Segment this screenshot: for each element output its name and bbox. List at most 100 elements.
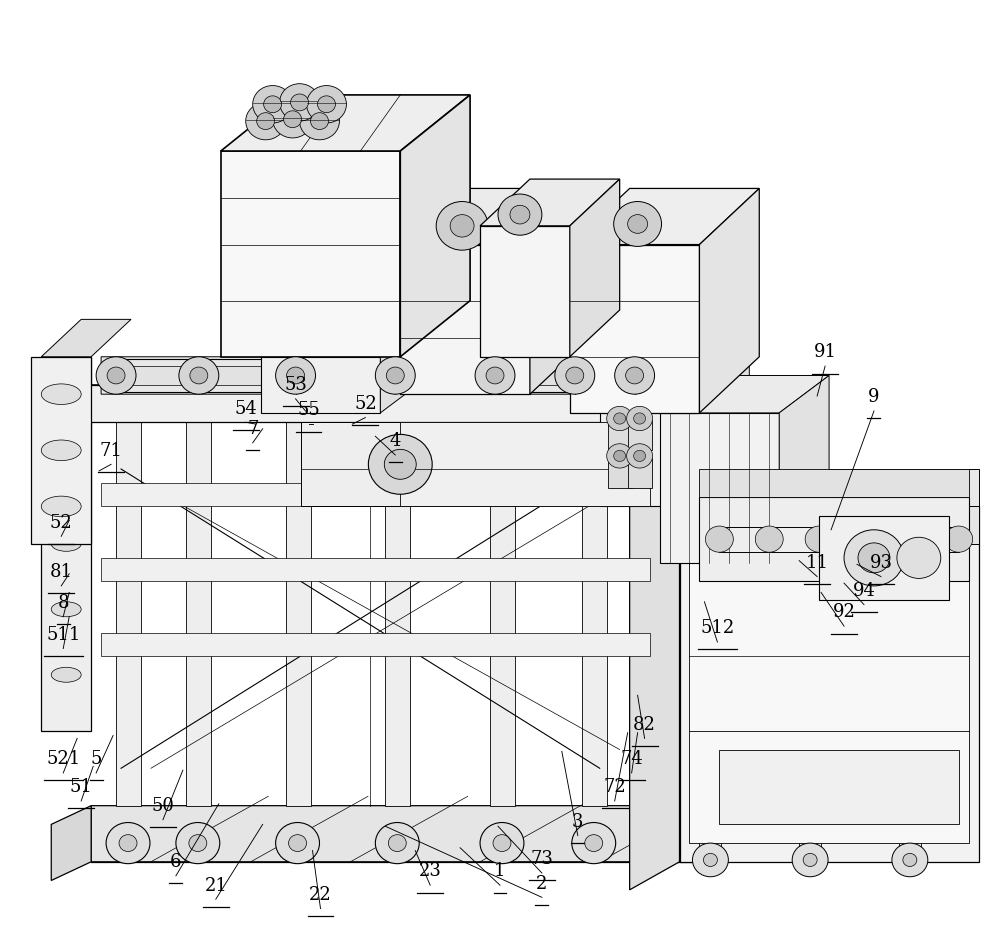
Circle shape bbox=[897, 537, 941, 579]
Polygon shape bbox=[600, 347, 749, 394]
Text: 5: 5 bbox=[90, 750, 102, 768]
Circle shape bbox=[388, 835, 406, 852]
Circle shape bbox=[628, 215, 648, 234]
Circle shape bbox=[805, 526, 833, 552]
Circle shape bbox=[572, 823, 616, 864]
Circle shape bbox=[614, 202, 662, 247]
Text: 3: 3 bbox=[572, 813, 584, 831]
Text: 73: 73 bbox=[530, 851, 553, 869]
Text: 82: 82 bbox=[633, 716, 656, 734]
Text: 92: 92 bbox=[833, 603, 855, 622]
Circle shape bbox=[614, 450, 626, 461]
Text: 50: 50 bbox=[152, 797, 174, 815]
Polygon shape bbox=[261, 356, 380, 413]
Circle shape bbox=[253, 85, 293, 123]
Polygon shape bbox=[699, 469, 969, 497]
Polygon shape bbox=[699, 347, 749, 507]
Circle shape bbox=[634, 413, 646, 424]
Text: 53: 53 bbox=[284, 376, 307, 394]
Circle shape bbox=[855, 526, 883, 552]
Polygon shape bbox=[570, 245, 699, 413]
Circle shape bbox=[634, 450, 646, 461]
Polygon shape bbox=[480, 226, 570, 356]
Polygon shape bbox=[699, 497, 969, 582]
Circle shape bbox=[858, 543, 890, 573]
Circle shape bbox=[566, 367, 584, 384]
Text: 74: 74 bbox=[620, 750, 643, 768]
Polygon shape bbox=[719, 749, 959, 825]
Polygon shape bbox=[680, 507, 979, 862]
Polygon shape bbox=[608, 458, 632, 488]
Text: 521: 521 bbox=[46, 750, 80, 768]
Text: 512: 512 bbox=[700, 619, 735, 637]
Polygon shape bbox=[41, 319, 131, 356]
Polygon shape bbox=[186, 422, 211, 806]
Text: 22: 22 bbox=[309, 885, 332, 904]
Circle shape bbox=[486, 367, 504, 384]
Polygon shape bbox=[81, 385, 680, 422]
Polygon shape bbox=[699, 544, 721, 862]
Circle shape bbox=[555, 356, 595, 394]
Circle shape bbox=[189, 835, 207, 852]
Circle shape bbox=[257, 113, 275, 129]
Polygon shape bbox=[582, 422, 607, 806]
Polygon shape bbox=[41, 356, 91, 731]
Polygon shape bbox=[101, 356, 719, 394]
Circle shape bbox=[307, 85, 346, 123]
Polygon shape bbox=[301, 422, 520, 507]
Polygon shape bbox=[680, 469, 979, 507]
Circle shape bbox=[284, 111, 302, 128]
Text: 94: 94 bbox=[853, 582, 875, 600]
Polygon shape bbox=[41, 385, 81, 441]
Text: 91: 91 bbox=[814, 343, 837, 361]
Circle shape bbox=[510, 205, 530, 224]
Polygon shape bbox=[400, 189, 590, 245]
Polygon shape bbox=[51, 806, 91, 881]
Text: 21: 21 bbox=[204, 876, 227, 895]
Polygon shape bbox=[385, 422, 410, 806]
Polygon shape bbox=[101, 366, 680, 385]
Circle shape bbox=[368, 434, 432, 494]
Circle shape bbox=[264, 96, 282, 113]
Polygon shape bbox=[899, 544, 921, 862]
Polygon shape bbox=[101, 632, 650, 656]
Polygon shape bbox=[628, 458, 652, 488]
Polygon shape bbox=[630, 469, 680, 890]
Text: 7: 7 bbox=[247, 420, 258, 438]
Polygon shape bbox=[81, 338, 719, 422]
Circle shape bbox=[375, 823, 419, 864]
Circle shape bbox=[119, 835, 137, 852]
Text: 23: 23 bbox=[419, 863, 442, 881]
Circle shape bbox=[289, 835, 307, 852]
Circle shape bbox=[792, 843, 828, 877]
Circle shape bbox=[627, 444, 653, 468]
Ellipse shape bbox=[51, 461, 81, 477]
Polygon shape bbox=[400, 95, 470, 356]
Circle shape bbox=[692, 843, 728, 877]
Polygon shape bbox=[480, 179, 620, 226]
Polygon shape bbox=[779, 375, 829, 563]
Circle shape bbox=[276, 823, 320, 864]
Polygon shape bbox=[101, 558, 650, 582]
Polygon shape bbox=[116, 422, 141, 806]
Circle shape bbox=[96, 356, 136, 394]
Polygon shape bbox=[91, 619, 979, 862]
Circle shape bbox=[903, 854, 917, 867]
Circle shape bbox=[107, 367, 125, 384]
Ellipse shape bbox=[41, 496, 81, 517]
Circle shape bbox=[318, 96, 335, 113]
Polygon shape bbox=[600, 394, 699, 507]
Ellipse shape bbox=[41, 440, 81, 461]
Circle shape bbox=[176, 823, 220, 864]
Circle shape bbox=[106, 823, 150, 864]
Circle shape bbox=[803, 854, 817, 867]
Polygon shape bbox=[660, 413, 779, 563]
Ellipse shape bbox=[51, 405, 81, 420]
Circle shape bbox=[291, 94, 309, 111]
Circle shape bbox=[179, 356, 219, 394]
Circle shape bbox=[703, 854, 717, 867]
Circle shape bbox=[280, 83, 320, 121]
Text: 6: 6 bbox=[170, 854, 182, 871]
Circle shape bbox=[493, 835, 511, 852]
Circle shape bbox=[375, 356, 415, 394]
